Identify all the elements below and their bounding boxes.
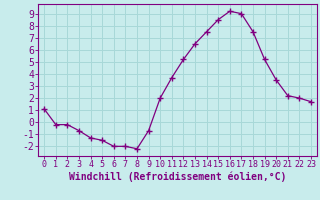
X-axis label: Windchill (Refroidissement éolien,°C): Windchill (Refroidissement éolien,°C): [69, 172, 286, 182]
